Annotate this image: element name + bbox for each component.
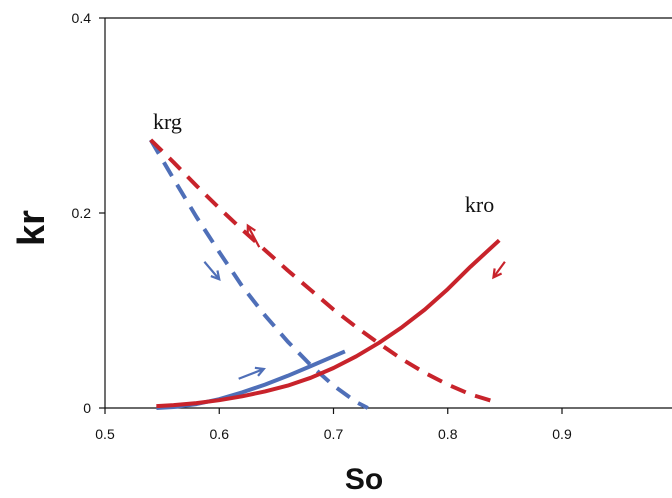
y-axis-label: kr	[11, 210, 53, 246]
y-axis-ticks: 0 0.2 0.4	[72, 10, 105, 416]
annotation-layer: krg kro	[153, 109, 494, 217]
direction-arrow-shaft	[203, 261, 221, 281]
x-tick-label: 0.9	[552, 426, 572, 442]
x-tick-label: 0.6	[210, 426, 230, 442]
direction-arrow-head	[246, 223, 256, 235]
direction-arrow-head	[492, 268, 503, 280]
direction-arrow-head	[210, 270, 221, 282]
series-layer	[148, 138, 501, 410]
x-tick-label: 0.7	[324, 426, 344, 442]
kro-solid-series	[156, 238, 501, 409]
y-tick-label: 0.4	[72, 10, 92, 26]
krg-curve-label: krg	[153, 109, 182, 134]
krg-dashed-series	[148, 138, 369, 410]
krg-solid-series	[156, 349, 346, 410]
direction-arrow-head	[254, 366, 266, 377]
x-axis-ticks: 0.50.60.70.80.91	[95, 408, 572, 442]
kro-dashed-series	[149, 138, 500, 406]
x-axis-label: So	[345, 463, 383, 496]
x-tick-label: 0.5	[95, 426, 115, 442]
direction-arrow-shaft	[238, 367, 265, 380]
direction-arrow-shaft	[492, 261, 506, 278]
arrow-layer	[203, 223, 506, 380]
y-tick-label: 0.2	[72, 205, 92, 221]
kro-curve-label: kro	[465, 192, 494, 217]
x-tick-label: 0.8	[438, 426, 458, 442]
y-tick-label: 0	[83, 400, 91, 416]
direction-arrow-shaft	[246, 225, 261, 248]
